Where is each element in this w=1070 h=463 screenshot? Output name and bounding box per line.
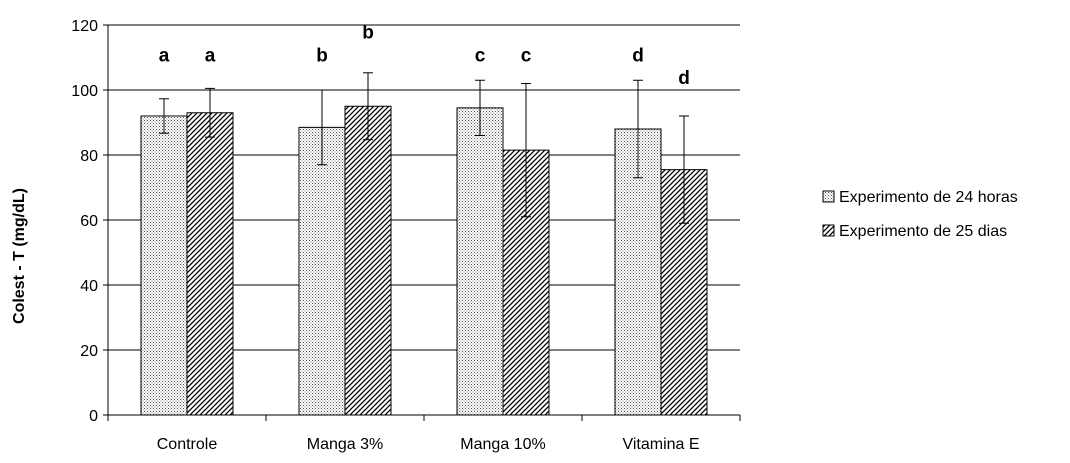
bars: [140, 105, 708, 416]
x-tick-label: Vitamina E: [622, 436, 699, 453]
axes: [103, 24, 741, 421]
significance-label: a: [205, 45, 216, 66]
y-tick-label: 0: [89, 408, 98, 425]
legend: Experimento de 24 horas Experimento de 25…: [822, 189, 1018, 240]
bar: [344, 105, 392, 416]
significance-label: d: [678, 68, 690, 89]
significance-label: b: [316, 45, 328, 66]
y-tick-label: 40: [80, 278, 98, 295]
bar: [298, 126, 346, 416]
legend-label: Experimento de 25 dias: [839, 223, 1007, 240]
x-tick-label: Controle: [157, 436, 218, 453]
error-bars: [159, 72, 689, 224]
bar: [456, 107, 504, 416]
y-tick-label: 80: [80, 148, 98, 165]
significance-label: b: [362, 23, 374, 44]
significance-label: c: [521, 45, 532, 66]
y-tick-label: 120: [71, 18, 98, 35]
legend-swatch: [822, 190, 835, 203]
x-tick-label: Manga 10%: [460, 436, 545, 453]
labels: 0 20 40 60 80 100 120 Controle a a Manga 3% b b Manga…: [71, 18, 699, 453]
y-tick-label: 100: [71, 83, 98, 100]
bar: [140, 115, 188, 416]
y-tick-label: 60: [80, 213, 98, 230]
legend-swatch: [822, 224, 835, 237]
significance-label: a: [159, 45, 170, 66]
x-tick-label: Manga 3%: [307, 436, 384, 453]
y-tick-label: 20: [80, 343, 98, 360]
y-axis-label: Colest - T (mg/dL): [11, 188, 28, 324]
bar: [186, 112, 234, 416]
legend-label: Experimento de 24 horas: [839, 189, 1018, 206]
significance-label: d: [632, 45, 644, 66]
significance-label: c: [475, 45, 486, 66]
